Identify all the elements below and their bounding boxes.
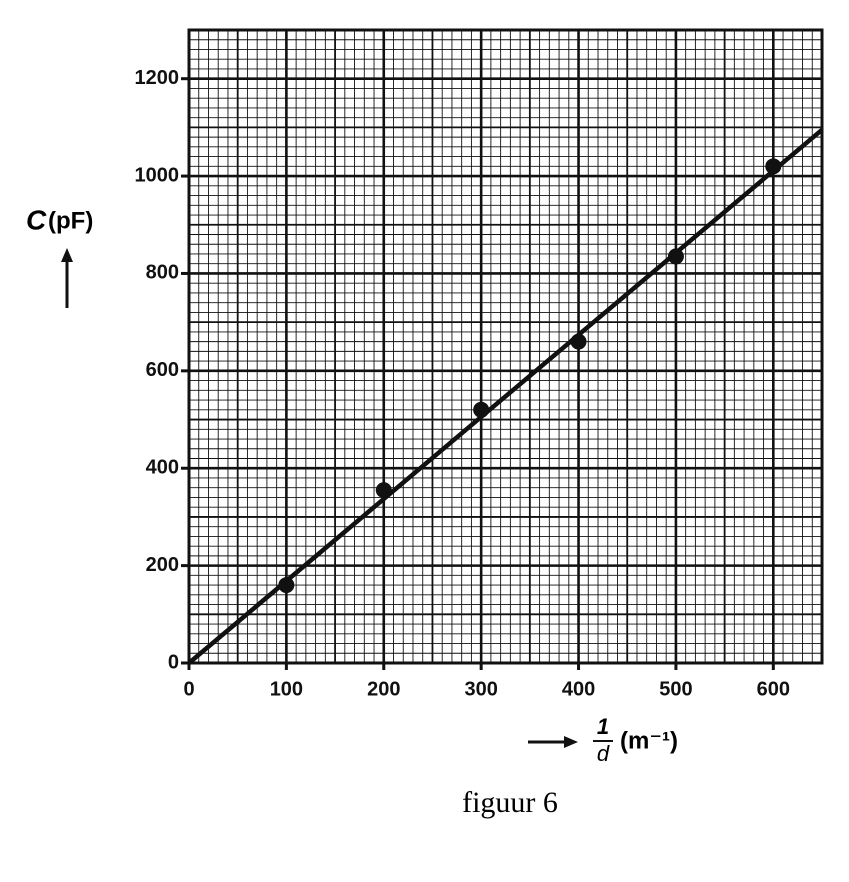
plot-frame [187,28,824,665]
x-label-unit: (m⁻¹) [620,727,678,754]
y-tick-label: 600 [146,359,179,381]
x-tick-label: 600 [757,678,790,700]
data-point [278,577,295,594]
x-label-denominator: d [597,741,610,766]
x-label-numerator: 1 [597,714,609,739]
x-tick-label: 0 [183,678,194,700]
y-tick-label: 1000 [135,164,180,186]
y-tick-label: 200 [146,554,179,576]
y-label-unit: (pF) [48,207,93,234]
y-tick-label: 0 [168,651,179,673]
x-arrow-head [564,736,578,748]
y-arrow-head [61,248,73,262]
y-tick-label: 400 [146,457,179,479]
x-tick-label: 500 [659,678,692,700]
caption: figuur 6 [462,786,558,819]
x-tick-label: 300 [464,678,497,700]
y-tick-label: 800 [146,262,179,284]
marks [187,128,824,665]
x-tick-label: 100 [270,678,303,700]
labels: C (pF) 1 d (m⁻¹) figuur 6 0 100 200 300 400 5… [26,67,790,819]
y-label-symbol: C [26,204,47,235]
x-tick-label: 400 [562,678,595,700]
fit-line [187,128,824,665]
grid [181,28,824,670]
y-tick-label: 1200 [135,67,180,89]
x-tick-label: 200 [367,678,400,700]
